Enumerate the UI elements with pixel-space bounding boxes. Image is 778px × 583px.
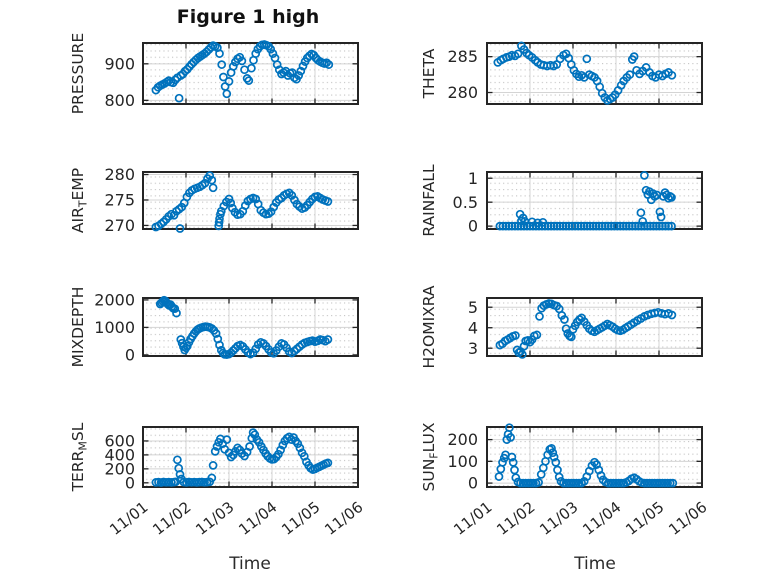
y-tick-label: 100 <box>447 452 478 471</box>
axes-box <box>486 42 703 105</box>
y-tick-label: 0 <box>125 473 135 492</box>
x-tick-label: 11/03 <box>536 498 581 539</box>
y-axis-label-h2omixra: H2OMIXRA <box>420 285 438 368</box>
subplot-terr-msl: 0200400600TERRMSL11/0111/0211/0311/0411/… <box>69 422 366 539</box>
x-tick-label: 11/06 <box>321 498 366 539</box>
scatter-points <box>151 40 334 103</box>
tick-marks <box>142 428 359 486</box>
x-tick-label: 11/04 <box>579 498 624 539</box>
y-tick-label: 0 <box>125 346 135 365</box>
subplot-air-temp: 270 275 280 AIRTEMP <box>69 165 359 235</box>
y-tick-label: 2000 <box>94 291 135 310</box>
x-tick-label: 11/04 <box>235 498 280 539</box>
y-tick-label: 0 <box>468 474 478 493</box>
x-tick-label: 11/01 <box>106 498 151 539</box>
y-tick-label: 275 <box>104 191 135 210</box>
x-tick-label: 11/01 <box>450 498 495 539</box>
y-axis-label-mixdepth: MIXDEPTH <box>69 287 87 368</box>
scatter-points <box>493 41 677 105</box>
subplot-sun-flux: 0 100 200 SUNFLUX 11/0111/0211/0311/0411/051… <box>420 422 710 539</box>
scatter-points <box>495 299 677 359</box>
axes-box <box>142 171 359 230</box>
figure-title: Figure 1 high <box>176 6 320 28</box>
axes-box <box>142 426 359 488</box>
y-tick-label: 400 <box>104 446 135 465</box>
y-tick-labels: 0 100 200 <box>447 430 478 492</box>
y-tick-label: 4 <box>468 318 478 337</box>
y-tick-label: 0 <box>468 217 478 236</box>
tick-marks <box>142 44 359 103</box>
y-tick-labels: 800 900 <box>104 54 135 110</box>
y-axis-label-theta: THETA <box>420 48 438 99</box>
y-tick-labels: 0 1000 2000 <box>94 291 135 365</box>
subplot-mixdepth: 0 1000 2000 MIXDEPTH <box>69 287 359 368</box>
tick-marks <box>486 299 703 355</box>
y-axis-label-rainfall: RAINFALL <box>420 164 438 237</box>
x-tick-label: 11/06 <box>665 498 710 539</box>
scatter-points <box>494 423 678 488</box>
x-tick-label: 11/02 <box>493 498 538 539</box>
axes-box <box>486 426 703 488</box>
x-axis-label-right: Time <box>574 554 616 574</box>
y-tick-label: 200 <box>447 430 478 449</box>
scatter-points <box>495 171 676 231</box>
y-axis-label-sun-flux: SUNFLUX <box>420 422 441 491</box>
y-axis-label-terr-msl: TERRMSL <box>69 422 90 492</box>
y-tick-label: 200 <box>104 459 135 478</box>
y-axis-label-air-temp: AIRTEMP <box>69 168 90 233</box>
x-tick-label: 11/05 <box>278 498 323 539</box>
y-tick-labels: 280 285 <box>447 47 478 102</box>
y-tick-label: 5 <box>468 298 478 317</box>
subplot-theta: 280 285 THETA <box>420 41 703 105</box>
y-tick-label: 1000 <box>94 318 135 337</box>
subplot-pressure: 800 900 PRESSURE <box>69 33 359 115</box>
y-tick-label: 280 <box>447 83 478 102</box>
y-tick-labels: 3 45 <box>468 298 478 358</box>
x-tick-label: 11/02 <box>149 498 194 539</box>
y-tick-label: 285 <box>447 47 478 66</box>
axes-box <box>486 297 703 357</box>
y-tick-label: 600 <box>104 432 135 451</box>
subplot-h2omixra: 3 45 H2OMIXRA <box>420 285 703 369</box>
y-tick-label: 900 <box>104 54 135 73</box>
y-tick-label: 3 <box>468 339 478 358</box>
y-tick-label: 800 <box>104 91 135 110</box>
scatter-points <box>151 171 333 233</box>
axes-box <box>142 42 359 105</box>
y-tick-label: 0.5 <box>453 193 478 212</box>
tick-marks <box>142 173 359 228</box>
major-grid <box>143 298 358 356</box>
x-axis-label-left: Time <box>229 554 271 574</box>
y-tick-labels: 00.51 <box>453 169 478 236</box>
x-tick-label: 11/03 <box>192 498 237 539</box>
scatter-points <box>151 428 333 487</box>
y-tick-label: 270 <box>104 216 135 235</box>
y-axis-label-pressure: PRESSURE <box>69 33 87 115</box>
y-tick-labels: 270 275 280 <box>104 165 135 235</box>
x-tick-label: 11/05 <box>622 498 667 539</box>
scatter-points <box>155 295 333 359</box>
y-tick-label: 1 <box>468 169 478 188</box>
y-tick-label: 280 <box>104 165 135 184</box>
